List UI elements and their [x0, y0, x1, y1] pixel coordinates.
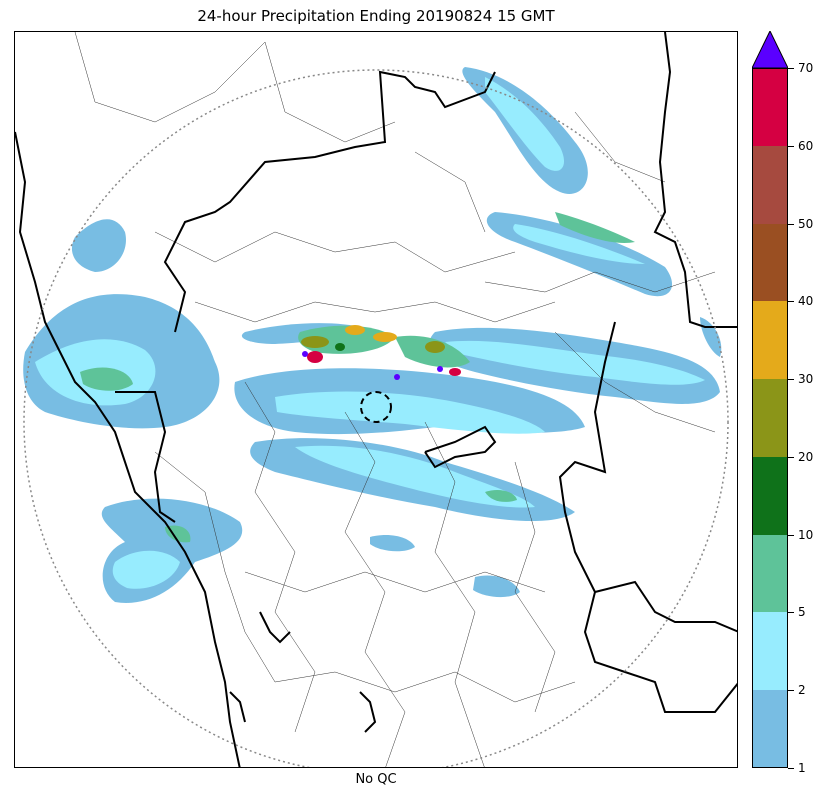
colorbar-segment: [752, 379, 788, 457]
colorbar-tick: [788, 768, 794, 769]
colorbar-tick-label: 2: [798, 683, 806, 698]
precip-cores: [301, 325, 461, 380]
range-ring: [23, 69, 729, 767]
colorbar-tick-label: 20: [798, 449, 814, 464]
colorbar: [752, 68, 788, 768]
colorbar-tick: [788, 456, 794, 458]
colorbar-segment: [752, 456, 788, 535]
colorbar-tick: [788, 301, 794, 303]
colorbar-extend-arrow: [752, 31, 788, 69]
colorbar-segment: [752, 534, 788, 613]
colorbar-tick-label: 70: [798, 61, 814, 75]
colorbar-tick-label: 60: [798, 138, 814, 153]
colorbar-tick: [788, 534, 794, 536]
radar-site-marker: [360, 391, 392, 423]
colorbar-frame: [752, 68, 788, 768]
colorbar-tick-label: 30: [798, 372, 814, 387]
colorbar-tick-label: 50: [798, 216, 814, 231]
colorbar-segment: [752, 68, 788, 146]
colorbar-tick: [788, 379, 794, 381]
colorbar-tick: [788, 223, 794, 225]
colorbar-tick-label: 40: [798, 294, 814, 309]
colorbar-tick: [788, 690, 794, 692]
map-xlabel: No QC: [355, 772, 397, 787]
precip-2-5: [35, 77, 705, 589]
colorbar-tick: [788, 145, 794, 147]
map-title: 24-hour Precipitation Ending 20190824 15…: [197, 7, 555, 25]
state-boundaries: [15, 32, 737, 767]
map-canvas: [15, 32, 737, 767]
colorbar-segment: [752, 612, 788, 691]
district-boundaries: [74, 32, 716, 767]
colorbar-segment: [752, 223, 788, 302]
colorbar-tick: [788, 612, 794, 614]
colorbar-tick-label: 10: [798, 527, 814, 542]
radar-map: [14, 31, 738, 768]
colorbar-segment: [752, 690, 788, 768]
colorbar-segment: [752, 145, 788, 224]
colorbar-segment: [752, 301, 788, 380]
colorbar-tick-label: 5: [798, 605, 806, 620]
colorbar-tick-label: 1: [798, 761, 806, 775]
colorbar-tick: [788, 68, 794, 69]
